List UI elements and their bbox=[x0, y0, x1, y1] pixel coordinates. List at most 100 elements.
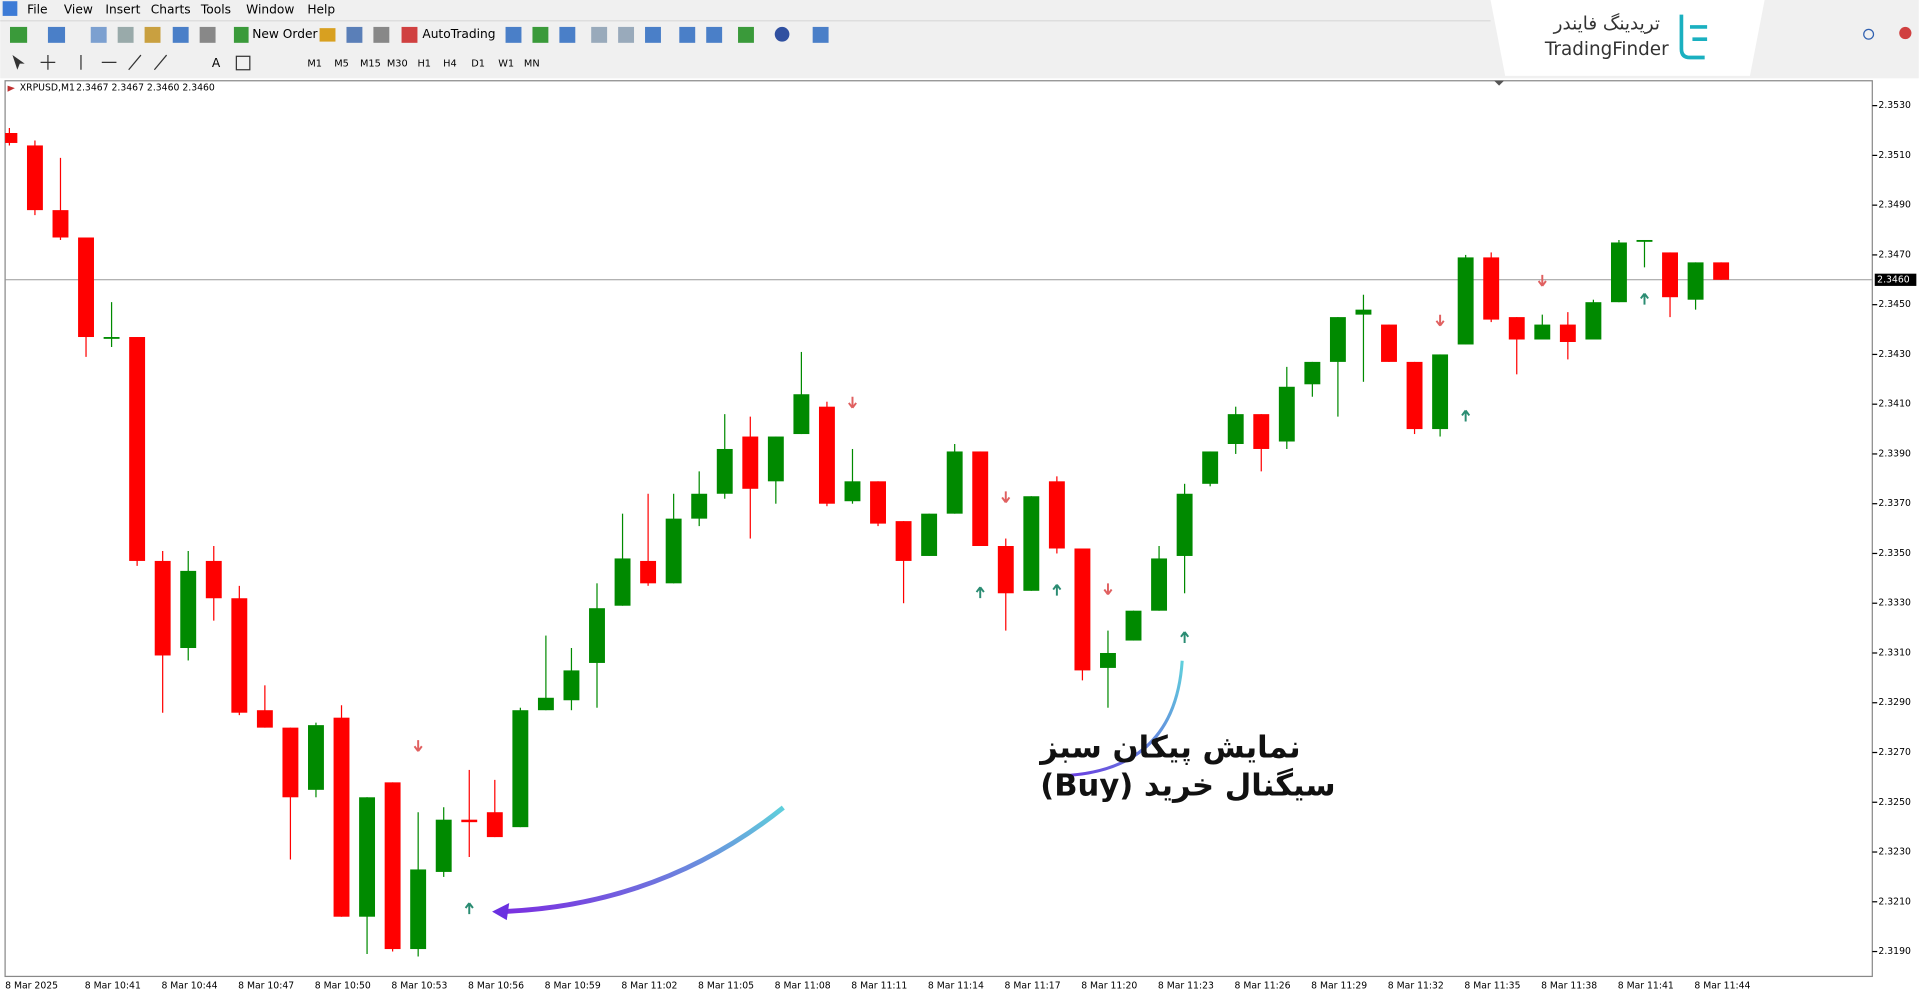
candle-body bbox=[486, 812, 503, 838]
sell-arrow bbox=[413, 740, 423, 752]
annotation-arrow bbox=[501, 805, 785, 915]
y-tick-label: 2.3290 bbox=[1878, 697, 1911, 708]
candle-body bbox=[997, 546, 1014, 594]
candle-body bbox=[103, 337, 120, 339]
y-tick-label: 2.3410 bbox=[1878, 399, 1911, 410]
candle-body bbox=[716, 448, 733, 494]
candle-body bbox=[1610, 242, 1627, 303]
candle-body bbox=[1508, 317, 1525, 340]
candle-body bbox=[52, 210, 69, 238]
menu-item[interactable]: View bbox=[64, 2, 93, 16]
menu-item[interactable]: Help bbox=[307, 2, 335, 16]
x-tick-label: 8 Mar 11:17 bbox=[1005, 981, 1061, 992]
candle-body bbox=[691, 493, 708, 519]
timeframe-button[interactable]: M1 bbox=[307, 59, 322, 70]
candle-body bbox=[231, 598, 248, 713]
shift-marker bbox=[1494, 80, 1504, 86]
timeframe-button[interactable]: M5 bbox=[334, 59, 349, 70]
timeframe-button[interactable]: W1 bbox=[498, 59, 514, 70]
candle-body bbox=[640, 560, 657, 584]
y-tick-label: 2.3350 bbox=[1878, 548, 1911, 559]
candle-body bbox=[537, 697, 554, 711]
candle-body bbox=[410, 869, 427, 950]
menu-item[interactable]: File bbox=[27, 2, 47, 16]
candle-body bbox=[512, 710, 529, 828]
y-tick-label: 2.3490 bbox=[1878, 200, 1911, 211]
app-icon bbox=[2, 1, 18, 16]
timeframe-button[interactable]: MN bbox=[524, 59, 540, 70]
candle-body bbox=[1304, 361, 1321, 385]
x-tick-label: 8 Mar 11:02 bbox=[621, 981, 677, 992]
candle-body bbox=[1074, 548, 1091, 671]
notification-icon[interactable] bbox=[1899, 26, 1912, 40]
candle-body bbox=[129, 337, 146, 561]
x-tick-label: 8 Mar 11:23 bbox=[1158, 981, 1214, 992]
chart-marker bbox=[7, 85, 15, 92]
annotation-line: سیگنال خرید (Buy) bbox=[1040, 767, 1335, 803]
logo-en: TradingFinder bbox=[1544, 39, 1669, 60]
timeframe-button[interactable]: D1 bbox=[471, 59, 485, 70]
y-tick-label: 2.3250 bbox=[1878, 797, 1911, 808]
y-tick-label: 2.3370 bbox=[1878, 498, 1911, 509]
menu-item[interactable]: Tools bbox=[200, 2, 231, 16]
candle-body bbox=[1713, 262, 1730, 280]
menu-item[interactable]: Insert bbox=[105, 2, 140, 16]
candle-body bbox=[972, 451, 989, 547]
y-tick-label: 2.3450 bbox=[1878, 299, 1911, 310]
y-tick-label: 2.3390 bbox=[1878, 448, 1911, 459]
candle-body bbox=[384, 782, 401, 950]
sell-arrow bbox=[1103, 583, 1113, 596]
search-icon[interactable] bbox=[1863, 28, 1875, 40]
logo-fa: تریدینگ فایندر bbox=[1553, 12, 1660, 34]
x-tick-label: 8 Mar 11:32 bbox=[1388, 981, 1444, 992]
timeframe-button[interactable]: M15 bbox=[360, 59, 381, 70]
y-tick-label: 2.3470 bbox=[1878, 249, 1911, 260]
candle-body bbox=[1329, 317, 1346, 362]
candle-body bbox=[767, 436, 784, 482]
candle-body bbox=[435, 819, 452, 872]
menu-item[interactable]: Window bbox=[246, 2, 294, 16]
candle-body bbox=[180, 570, 197, 649]
x-tick-label: 8 Mar 11:44 bbox=[1694, 981, 1750, 992]
toolbar-icons: A bbox=[9, 26, 829, 71]
y-tick-label: 2.3270 bbox=[1878, 747, 1911, 758]
x-tick-label: 8 Mar 2025 bbox=[5, 981, 58, 992]
candle-body bbox=[5, 133, 18, 143]
plot bbox=[5, 128, 1873, 957]
timeframe-button[interactable]: M30 bbox=[387, 59, 408, 70]
timeframe-button[interactable]: H4 bbox=[443, 59, 457, 70]
y-tick-label: 2.3530 bbox=[1878, 100, 1911, 111]
timeframe-bar: M1 M5 M15 M30 H1 H4 D1 W1 MN bbox=[307, 59, 539, 70]
x-tick-label: 8 Mar 11:20 bbox=[1081, 981, 1137, 992]
menu-bar: File View Insert Charts Tools Window Help bbox=[27, 2, 335, 16]
sell-arrow bbox=[1435, 314, 1445, 327]
candle-body bbox=[1381, 324, 1397, 362]
x-tick-label: 8 Mar 11:35 bbox=[1464, 981, 1520, 992]
x-tick-label: 8 Mar 11:14 bbox=[928, 981, 984, 992]
candle-body bbox=[895, 521, 912, 561]
candle-body bbox=[1483, 257, 1500, 320]
menu-item[interactable]: Charts bbox=[151, 2, 191, 16]
candle-body bbox=[1253, 414, 1270, 449]
candle-body bbox=[1559, 324, 1576, 342]
candle-body bbox=[359, 797, 376, 917]
y-tick-label: 2.3310 bbox=[1878, 647, 1911, 658]
y-tick-label: 2.3210 bbox=[1878, 896, 1911, 907]
candle-body bbox=[1457, 257, 1474, 345]
x-tick-label: 8 Mar 10:41 bbox=[85, 981, 141, 992]
autotrading-button[interactable]: AutoTrading bbox=[422, 27, 495, 41]
sell-arrow bbox=[848, 396, 857, 409]
candle-body bbox=[1125, 610, 1142, 641]
candle-body bbox=[256, 710, 273, 728]
candle-body bbox=[1406, 361, 1423, 430]
candle-body bbox=[614, 558, 631, 606]
timeframe-button[interactable]: H1 bbox=[417, 59, 431, 70]
x-tick-label: 8 Mar 10:53 bbox=[391, 981, 447, 992]
x-tick-label: 8 Mar 10:44 bbox=[161, 981, 217, 992]
new-order-button[interactable]: New Order bbox=[252, 27, 318, 41]
x-tick-label: 8 Mar 11:38 bbox=[1541, 981, 1597, 992]
candle-body bbox=[1687, 262, 1704, 300]
x-tick-label: 8 Mar 11:29 bbox=[1311, 981, 1367, 992]
candle-body bbox=[1100, 652, 1116, 668]
candle-body bbox=[870, 481, 886, 524]
